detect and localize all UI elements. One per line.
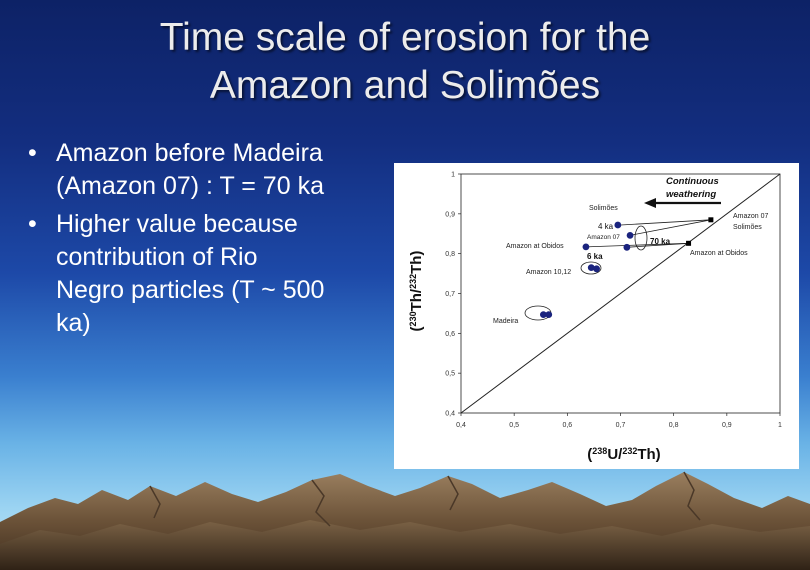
bullet-line: Negro particles (T ~ 500 (56, 276, 325, 304)
bullet-line: contribution of Rio (56, 243, 258, 271)
label-6ka: 6 ka (587, 252, 603, 261)
label-solimoes-upper: Solimões (589, 205, 618, 212)
x-tick-label: 0,8 (669, 422, 679, 429)
y-tick-label: 0,7 (445, 291, 455, 298)
x-tick-label: 1 (778, 422, 782, 429)
slide-title-line-1: Time scale of erosion for the (159, 16, 651, 59)
y-tick-label: 1 (451, 172, 455, 179)
data-point-square (686, 240, 692, 246)
x-axis-label: (238U/232Th) (587, 446, 660, 463)
data-point (593, 265, 600, 273)
data-point-square (708, 217, 714, 223)
bullet-item: • Higher value because contribution of R… (28, 208, 400, 340)
label-70ka: 70 ka (650, 237, 671, 246)
label-amazon-10-12: Amazon 10,12 (526, 269, 571, 276)
data-point (582, 243, 590, 251)
x-tick-label: 0,4 (456, 422, 466, 429)
label-4ka: 4 ka (598, 222, 614, 231)
bullet-item: • Amazon before Madeira (Amazon 07) : T … (28, 137, 400, 203)
obidos-connector (585, 242, 689, 248)
bullet-line: Higher value because (56, 210, 298, 238)
mountain-range (0, 471, 810, 570)
y-tick-label: 0,5 (445, 371, 455, 378)
y-tick-label: 0,6 (445, 331, 455, 338)
x-tick-label: 0,9 (722, 422, 732, 429)
data-point (623, 243, 631, 251)
y-tick-label: 0,9 (445, 211, 455, 218)
y-tick-label: 0,4 (445, 411, 455, 418)
label-madeira: Madeira (493, 318, 518, 325)
slide-title-line-2: Amazon and Solimões (209, 64, 601, 107)
y-axis-label: (230Th/232Th) (408, 251, 425, 332)
bullet-line: (Amazon 07) : T = 70 ka (56, 172, 324, 200)
label-amazon-obidos-right: Amazon at Obidos (690, 250, 748, 257)
amazon07-connector (629, 219, 711, 236)
y-tick-label: 0,8 (445, 251, 455, 258)
solimoes-connector (620, 219, 711, 226)
label-amazon-obidos-left: Amazon at Obidos (506, 243, 564, 250)
bullet-marker: • (28, 210, 37, 238)
bullet-line: ka) (56, 309, 91, 337)
amazon1012-ellipse (580, 261, 602, 275)
bullet-marker: • (28, 139, 37, 167)
data-point (540, 311, 547, 319)
label-solimoes-right: Solimões (733, 224, 762, 231)
data-point (626, 231, 634, 239)
x-tick-label: 0,5 (509, 422, 519, 429)
label-amazon07-inner: Amazon 07 (587, 234, 620, 241)
label-amazon07-right: Amazon 07 (733, 213, 769, 220)
bullet-line: Amazon before Madeira (56, 139, 323, 167)
arrow-label-line-1: Continuous (666, 176, 719, 187)
data-point (587, 264, 595, 272)
isotope-figure: (230Th/232Th) (238U/232Th) Continuous we… (394, 163, 799, 469)
slide-title: Time scale of erosion for the Amazon and… (0, 14, 810, 110)
equiline (460, 173, 781, 414)
x-tick-label: 0,7 (616, 422, 626, 429)
isotope-chart: (230Th/232Th) (238U/232Th) Continuous we… (408, 172, 782, 464)
arrow-label-line-2: weathering (666, 189, 716, 200)
bullet-list: • Amazon before Madeira (Amazon 07) : T … (28, 137, 400, 345)
x-tick-label: 0,6 (562, 422, 572, 429)
amazon07-ellipse (634, 225, 648, 251)
data-point (545, 311, 553, 319)
weathering-arrow-head (644, 198, 656, 208)
data-point (614, 221, 622, 229)
